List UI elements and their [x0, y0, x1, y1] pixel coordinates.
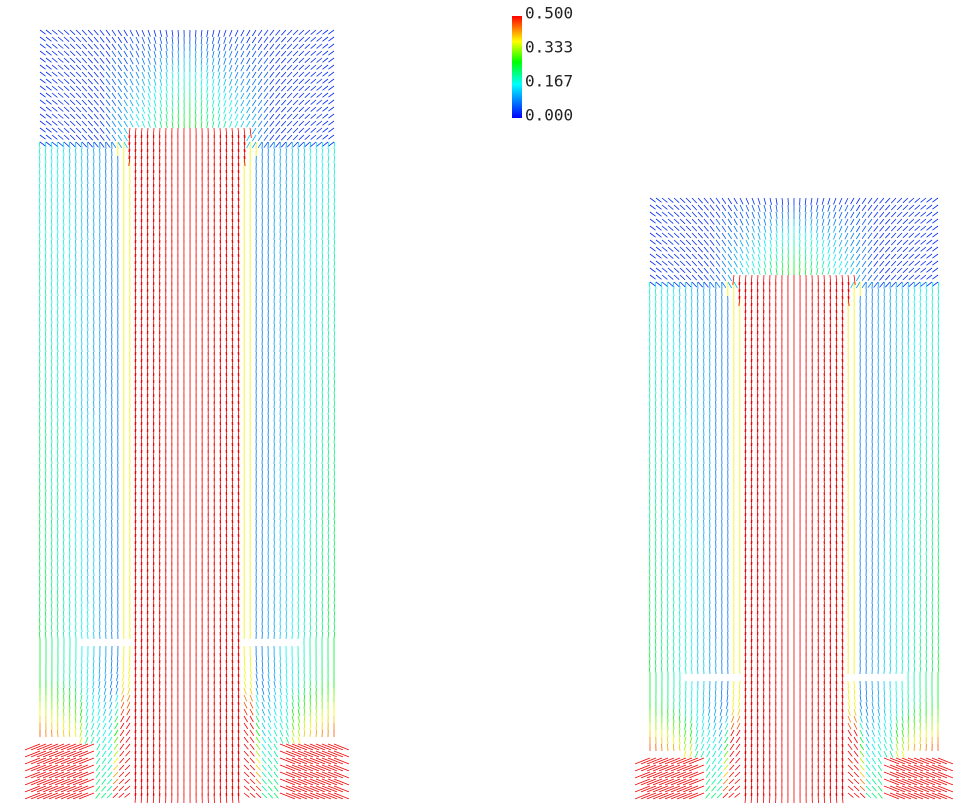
velocity-vectors: [46, 688, 328, 723]
velocity-vectors: [39, 100, 334, 799]
colorbar: [512, 16, 522, 118]
colorbar-label: 0.167: [525, 71, 573, 90]
velocity-vectors: [88, 51, 287, 715]
velocity-vectors: [40, 702, 334, 737]
velocity-vectors: [40, 142, 334, 764]
visualization: 0.500 0.333 0.167 0.000: [0, 0, 963, 812]
velocity-vectors: [40, 688, 334, 770]
colorbar-label: 0.333: [525, 38, 573, 57]
velocity-vectors: [635, 275, 953, 803]
velocity-vectors: [39, 86, 334, 791]
velocity-vectors: [40, 688, 334, 743]
velocity-vectors: [40, 695, 334, 784]
velocity-vectors: [25, 128, 349, 803]
velocity-vectors: [39, 93, 334, 798]
colorbar-label: 0.000: [525, 106, 573, 125]
vector-fields: [25, 30, 953, 803]
colorbar-ticks: 0.500 0.333 0.167 0.000: [525, 4, 573, 125]
velocity-vectors: [40, 702, 334, 744]
velocity-vectors: [40, 695, 334, 750]
colorbar-label: 0.500: [525, 4, 573, 23]
vector-field-view: 0.500 0.333 0.167 0.000: [0, 0, 963, 812]
velocity-vectors: [40, 30, 334, 148]
velocity-vectors: [39, 107, 334, 729]
velocity-vectors: [46, 723, 328, 777]
velocity-vectors: [39, 79, 334, 771]
velocity-vectors: [40, 121, 334, 736]
velocity-vectors: [46, 702, 328, 757]
